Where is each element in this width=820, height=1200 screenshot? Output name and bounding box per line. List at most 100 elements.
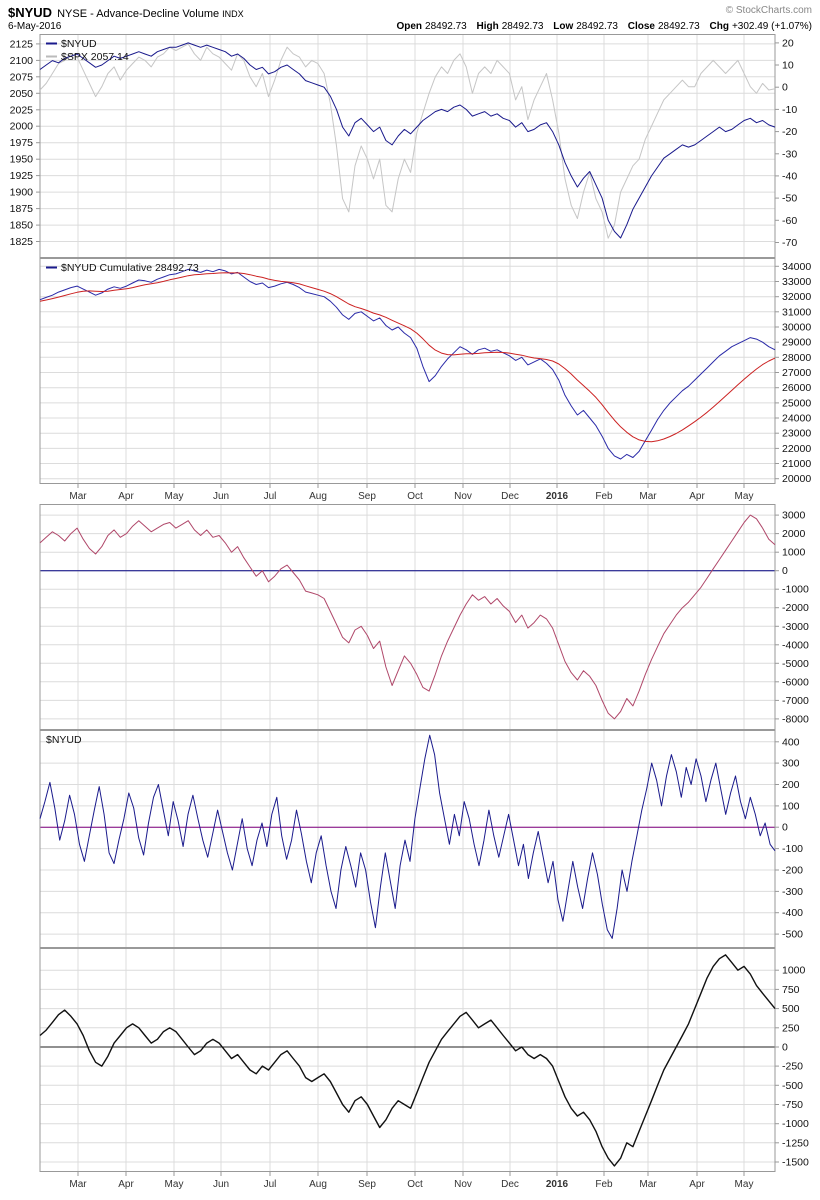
axis-tick-label: 1900: [10, 187, 34, 199]
axis-tick-label: 2075: [10, 71, 34, 83]
axis-tick-label: 1850: [10, 220, 34, 232]
axis-tick-label: -400: [782, 907, 803, 919]
axis-tick-label: -20: [782, 126, 797, 138]
title-row: $NYUD NYSE - Advance-Decline Volume INDX ©…: [8, 4, 812, 21]
axis-tick-label: -50: [782, 193, 797, 205]
axis-tick-label: 20: [782, 37, 794, 49]
series-osc-slow: [39, 514, 776, 720]
month-label: Mar: [69, 491, 87, 502]
month-label: May: [165, 1179, 184, 1190]
chart-header: $NYUD NYSE - Advance-Decline Volume INDX ©…: [0, 0, 820, 34]
axis-tick-label: -4000: [782, 639, 809, 651]
panel-border: [39, 730, 776, 948]
close-value: 28492.73: [657, 21, 700, 32]
axis-tick-label: -2000: [782, 602, 809, 614]
series-cumulative-ma: [39, 272, 776, 443]
chg-value: +302.49 (+1.07%): [731, 21, 812, 32]
axis-tick-label: -7000: [782, 695, 809, 707]
legend-label: $NYUD Cumulative 28492.73: [61, 262, 199, 274]
axis-tick-label: 27000: [782, 367, 811, 379]
axis-tick-label: 0: [782, 822, 788, 834]
panel-border: [39, 948, 776, 1172]
axis-tick-label: 0: [782, 1042, 788, 1054]
axis-tick-label: 1875: [10, 203, 34, 215]
axis-tick-label: 33000: [782, 276, 811, 288]
panel-volume-oscillator: 3000 2000 1000 0 -1000 -2000 -3000 -4000 -5000 -6…: [39, 504, 809, 730]
axis-tick-label: 1975: [10, 137, 34, 149]
axis-tick-label: 10: [782, 60, 794, 72]
axis-tick-label: 26000: [782, 382, 811, 394]
axis-tick-label: 32000: [782, 291, 811, 303]
panel-border: [39, 258, 776, 484]
axis-tick-label: 2050: [10, 88, 34, 100]
axis-tick-label: 2000: [10, 121, 34, 133]
axis-tick-label: -40: [782, 170, 797, 182]
axis-tick-label: 2000: [782, 528, 806, 540]
axis-tick-label: -500: [782, 929, 803, 941]
symbol: $NYUD: [8, 5, 53, 20]
month-label: Dec: [501, 491, 519, 502]
axis-tick-label: 25000: [782, 397, 811, 409]
axis-tick-label: 400: [782, 736, 800, 748]
axis-tick-label: 28000: [782, 352, 811, 364]
open-label: Open: [396, 21, 423, 32]
high-value: 28492.73: [501, 21, 544, 32]
panel-cumulative: 34000 33000 32000 31000 30000 29000 28000 27000…: [39, 258, 811, 484]
axis-tick-label: -100: [782, 843, 803, 855]
axis-tick-label: -1250: [782, 1137, 809, 1149]
axis-tick-label: 1825: [10, 236, 34, 248]
axis-tick-label: 22000: [782, 443, 811, 455]
month-label: Oct: [407, 491, 423, 502]
quote-row: 6-May-2016 Open 28492.73 High 28492.73 Low…: [8, 21, 812, 34]
panel-border: [39, 34, 776, 258]
panel-border: [39, 504, 776, 730]
high-label: High: [476, 21, 499, 32]
month-label: Jun: [213, 491, 229, 502]
month-label: Jul: [264, 1179, 277, 1190]
chart-date: 6-May-2016: [8, 21, 62, 32]
series-cumulative: [39, 268, 776, 460]
month-axis: Mar Apr May Jun Jul Aug Sep Oct Nov Dec 2016 Feb Mar…: [69, 1172, 753, 1190]
axis-tick-label: 750: [782, 984, 800, 996]
month-label: Oct: [407, 1179, 423, 1190]
month-label: May: [735, 491, 754, 502]
panel-price-overlay: 2125 2100 2075 2050 2025 2000 1975 1950 1925 1900…: [10, 34, 797, 258]
axis-tick-label: 29000: [782, 337, 811, 349]
axis-tick-label: -60: [782, 215, 797, 227]
axis-tick-label: 1925: [10, 170, 34, 182]
axis-tick-label: 2025: [10, 104, 34, 116]
axis-tick-label: 300: [782, 758, 800, 770]
axis-tick-label: -6000: [782, 676, 809, 688]
chart-stack: 2125 2100 2075 2050 2025 2000 1975 1950 1925 1900…: [0, 34, 820, 1192]
axis-tick-label: -1000: [782, 584, 809, 596]
month-label: Mar: [639, 1179, 657, 1190]
month-label: Dec: [501, 1179, 519, 1190]
month-label: Apr: [689, 491, 705, 502]
series-nyud-performance: [39, 42, 776, 239]
axis-tick-label: -250: [782, 1061, 803, 1073]
month-label: May: [165, 491, 184, 502]
month-label: Sep: [358, 491, 376, 502]
month-label: Apr: [118, 1179, 134, 1190]
month-label: Nov: [454, 491, 472, 502]
month-label: Apr: [118, 491, 134, 502]
exchange-tag: INDX: [222, 9, 244, 19]
axis-tick-label: -10: [782, 104, 797, 116]
axis-tick-label: 2125: [10, 38, 34, 50]
axis-tick-label: 250: [782, 1022, 800, 1034]
axis-tick-label: -200: [782, 865, 803, 877]
month-label: 2016: [546, 491, 569, 502]
low-label: Low: [553, 21, 574, 32]
axis-tick-label: -1500: [782, 1157, 809, 1169]
chg-label: Chg: [709, 21, 729, 32]
axis-tick-label: 2100: [10, 55, 34, 67]
panel-daily-oscillator: 400 300 200 100 0 -100 -200 -300 -400 -500 $NYUD: [39, 730, 803, 948]
month-label: Aug: [309, 1179, 327, 1190]
series-spx: [39, 43, 776, 239]
axis-tick-label: 200: [782, 779, 800, 791]
month-label: Mar: [69, 1179, 87, 1190]
month-label: Apr: [689, 1179, 705, 1190]
axis-tick-label: 30000: [782, 322, 811, 334]
close-label: Close: [627, 21, 655, 32]
